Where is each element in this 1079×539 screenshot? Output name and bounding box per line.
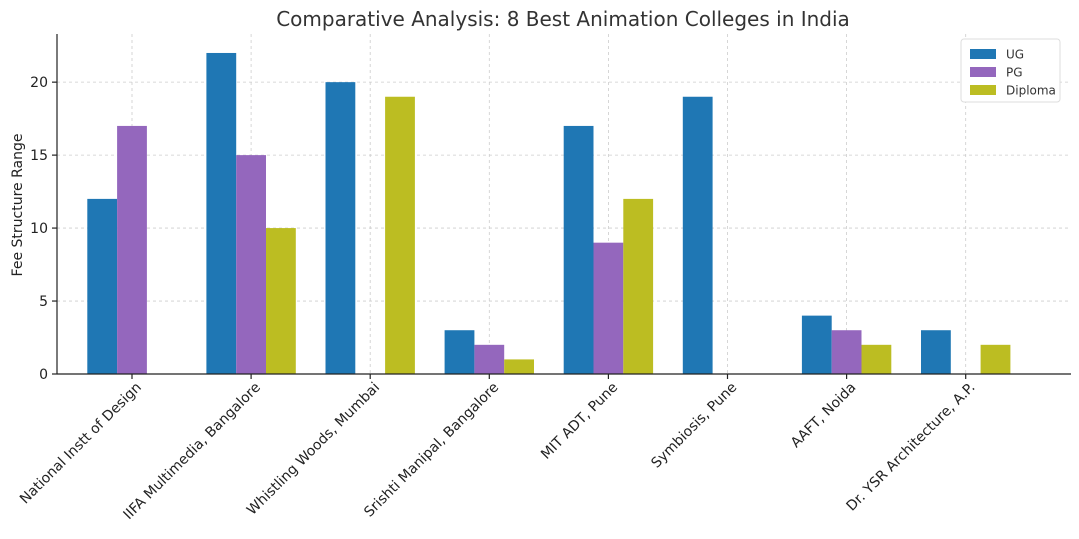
axes: [56, 34, 1071, 375]
x-tick-label: Symbiosis, Pune: [648, 380, 740, 472]
legend-label-pg: PG: [1006, 66, 1023, 80]
bar-ug-4: [563, 125, 594, 374]
y-tick-label: 10: [30, 221, 48, 237]
bar-ug-6: [801, 315, 832, 374]
bar-pg-4: [593, 242, 624, 374]
bar-ug-7: [921, 330, 951, 374]
x-tick-label: Srishti Manipal, Bangalore: [361, 380, 502, 521]
x-tick-label: MIT ADT, Pune: [538, 380, 621, 463]
bar-diploma-2: [385, 96, 415, 375]
bar-diploma-1: [266, 228, 296, 374]
bar-diploma-3: [504, 359, 534, 374]
x-tick-label: Whistling Woods, Mumbai: [244, 380, 383, 519]
legend-swatch-pg: [970, 67, 996, 77]
bar-pg-1: [236, 155, 266, 374]
bar-pg-6: [831, 330, 862, 374]
legend-swatch-diploma: [970, 85, 996, 95]
y-tick-label: 20: [30, 75, 48, 91]
legend-label-diploma: Diploma: [1006, 84, 1056, 98]
legend-swatch-ug: [970, 49, 996, 59]
x-tick-label: IIFA Multimedia, Bangalore: [121, 380, 264, 523]
legend: UG PG Diploma: [960, 38, 1061, 103]
x-tick-label: National Instt of Design: [17, 380, 145, 508]
bar-diploma-7: [980, 344, 1011, 374]
legend-label-ug: UG: [1006, 48, 1024, 62]
y-tick-label: 5: [39, 294, 48, 310]
x-tick-label: Dr. YSR Architecture, A.P.: [844, 380, 979, 515]
y-ticks: 0 5 10 15 20: [30, 75, 57, 383]
y-tick-label: 0: [39, 367, 48, 383]
y-tick-label: 15: [30, 148, 48, 164]
y-axis-label: Fee Structure Range: [10, 134, 26, 277]
bar-ug-0: [87, 198, 118, 374]
chart-title: Comparative Analysis: 8 Best Animation C…: [276, 7, 850, 31]
bars: [87, 52, 1011, 375]
bar-ug-3: [444, 330, 475, 374]
x-tick-label: AAFT, Noida: [788, 380, 860, 452]
bar-diploma-6: [861, 344, 892, 374]
bar-ug-2: [325, 82, 356, 374]
bar-ug-5: [682, 96, 713, 375]
bar-pg-3: [474, 344, 505, 374]
bar-diploma-4: [623, 198, 654, 374]
bar-ug-1: [206, 52, 237, 374]
bar-pg-0: [117, 125, 147, 374]
